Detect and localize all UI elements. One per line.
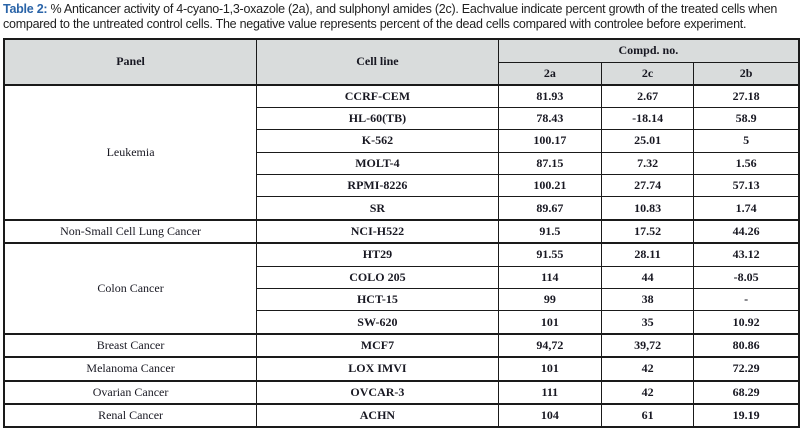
value-cell: 10.92 [694,311,799,334]
value-cell: 28.11 [601,243,693,266]
header-compound-no: Compd. no. [498,39,799,63]
cell-line-cell: K-562 [257,130,499,152]
header-col-2b: 2b [694,62,799,85]
anticancer-activity-table: Panel Cell line Compd. no. 2a 2c 2b Leuk… [3,38,800,428]
value-cell: 27.74 [601,175,693,197]
value-cell: 81.93 [498,85,601,108]
cell-line-cell: HL-60(TB) [257,107,499,129]
value-cell: 58.9 [694,107,799,129]
cell-line-cell: RPMI-8226 [257,175,499,197]
value-cell: 42 [601,357,693,380]
table-caption: Table 2: % Anticancer activity of 4-cyan… [0,0,808,33]
table-caption-label: Table 2: [3,2,47,16]
value-cell: 72.29 [694,357,799,380]
header-col-2c: 2c [601,62,693,85]
value-cell: 101 [498,357,601,380]
table-row: Renal Cancer ACHN 104 61 19.19 [4,404,799,427]
value-cell: 80.86 [694,334,799,357]
header-panel: Panel [4,39,257,85]
value-cell: 57.13 [694,175,799,197]
value-cell: 25.01 [601,130,693,152]
panel-cell: Leukemia [4,85,257,220]
value-cell: -18.14 [601,107,693,129]
panel-cell: Breast Cancer [4,334,257,357]
value-cell: 61 [601,404,693,427]
table-row: Ovarian Cancer OVCAR-3 111 42 68.29 [4,381,799,404]
cell-line-cell: ACHN [257,404,499,427]
value-cell: 68.29 [694,381,799,404]
value-cell: 7.32 [601,152,693,174]
value-cell: 17.52 [601,220,693,243]
table-row: Leukemia CCRF-CEM 81.93 2.67 27.18 [4,85,799,108]
cell-line-cell: OVCAR-3 [257,381,499,404]
cell-line-cell: LOX IMVI [257,357,499,380]
value-cell: 104 [498,404,601,427]
value-cell: 91.5 [498,220,601,243]
panel-cell: Melanoma Cancer [4,357,257,380]
cell-line-cell: HCT-15 [257,289,499,311]
value-cell: 1.74 [694,197,799,220]
table-row: Melanoma Cancer LOX IMVI 101 42 72.29 [4,357,799,380]
cell-line-cell: MOLT-4 [257,152,499,174]
value-cell: 2.67 [601,85,693,108]
table-caption-text: % Anticancer activity of 4-cyano-1,3-oxa… [3,2,777,31]
value-cell: 111 [498,381,601,404]
cell-line-cell: COLO 205 [257,266,499,288]
value-cell: 43.12 [694,243,799,266]
value-cell: 99 [498,289,601,311]
value-cell: 27.18 [694,85,799,108]
value-cell: 10.83 [601,197,693,220]
value-cell: -8.05 [694,266,799,288]
value-cell: 100.17 [498,130,601,152]
panel-cell: Non-Small Cell Lung Cancer [4,220,257,243]
value-cell: 44.26 [694,220,799,243]
value-cell: 101 [498,311,601,334]
table-row: Colon Cancer HT29 91.55 28.11 43.12 [4,243,799,266]
value-cell: - [694,289,799,311]
value-cell: 89.67 [498,197,601,220]
value-cell: 5 [694,130,799,152]
cell-line-cell: NCI-H522 [257,220,499,243]
table-row: Non-Small Cell Lung Cancer NCI-H522 91.5… [4,220,799,243]
value-cell: 94,72 [498,334,601,357]
value-cell: 35 [601,311,693,334]
value-cell: 114 [498,266,601,288]
cell-line-cell: SW-620 [257,311,499,334]
value-cell: 44 [601,266,693,288]
header-col-2a: 2a [498,62,601,85]
value-cell: 38 [601,289,693,311]
cell-line-cell: MCF7 [257,334,499,357]
header-row-main: Panel Cell line Compd. no. [4,39,799,63]
value-cell: 42 [601,381,693,404]
cell-line-cell: HT29 [257,243,499,266]
value-cell: 91.55 [498,243,601,266]
panel-cell: Renal Cancer [4,404,257,427]
cell-line-cell: SR [257,197,499,220]
value-cell: 100.21 [498,175,601,197]
value-cell: 87.15 [498,152,601,174]
value-cell: 1.56 [694,152,799,174]
value-cell: 39,72 [601,334,693,357]
panel-cell: Colon Cancer [4,243,257,334]
value-cell: 78.43 [498,107,601,129]
header-cell-line: Cell line [257,39,499,85]
value-cell: 19.19 [694,404,799,427]
table-header: Panel Cell line Compd. no. 2a 2c 2b [4,39,799,85]
table-row: Breast Cancer MCF7 94,72 39,72 80.86 [4,334,799,357]
panel-cell: Ovarian Cancer [4,381,257,404]
cell-line-cell: CCRF-CEM [257,85,499,108]
